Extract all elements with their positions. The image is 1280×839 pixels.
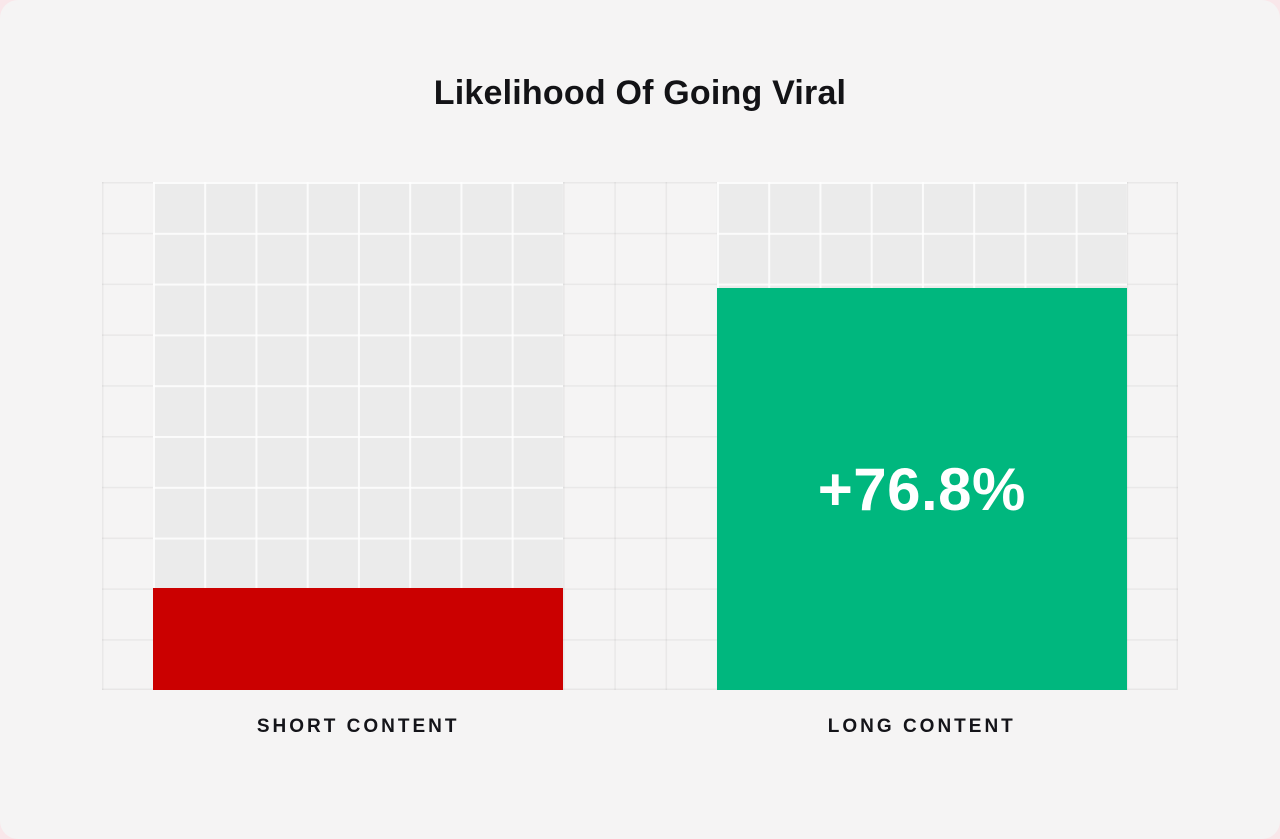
- chart-title: Likelihood Of Going Viral: [433, 74, 847, 112]
- x-axis-label-short-content: SHORT CONTENT: [256, 716, 460, 737]
- long-content-bar-value-label: +76.8%: [817, 455, 1026, 523]
- long-content-bar: +76.8%: [716, 288, 1127, 690]
- short-content-bar: [153, 588, 564, 690]
- x-axis-label-long-content: LONG CONTENT: [827, 716, 1016, 737]
- chart-plot-area: +76.8%: [102, 182, 1178, 690]
